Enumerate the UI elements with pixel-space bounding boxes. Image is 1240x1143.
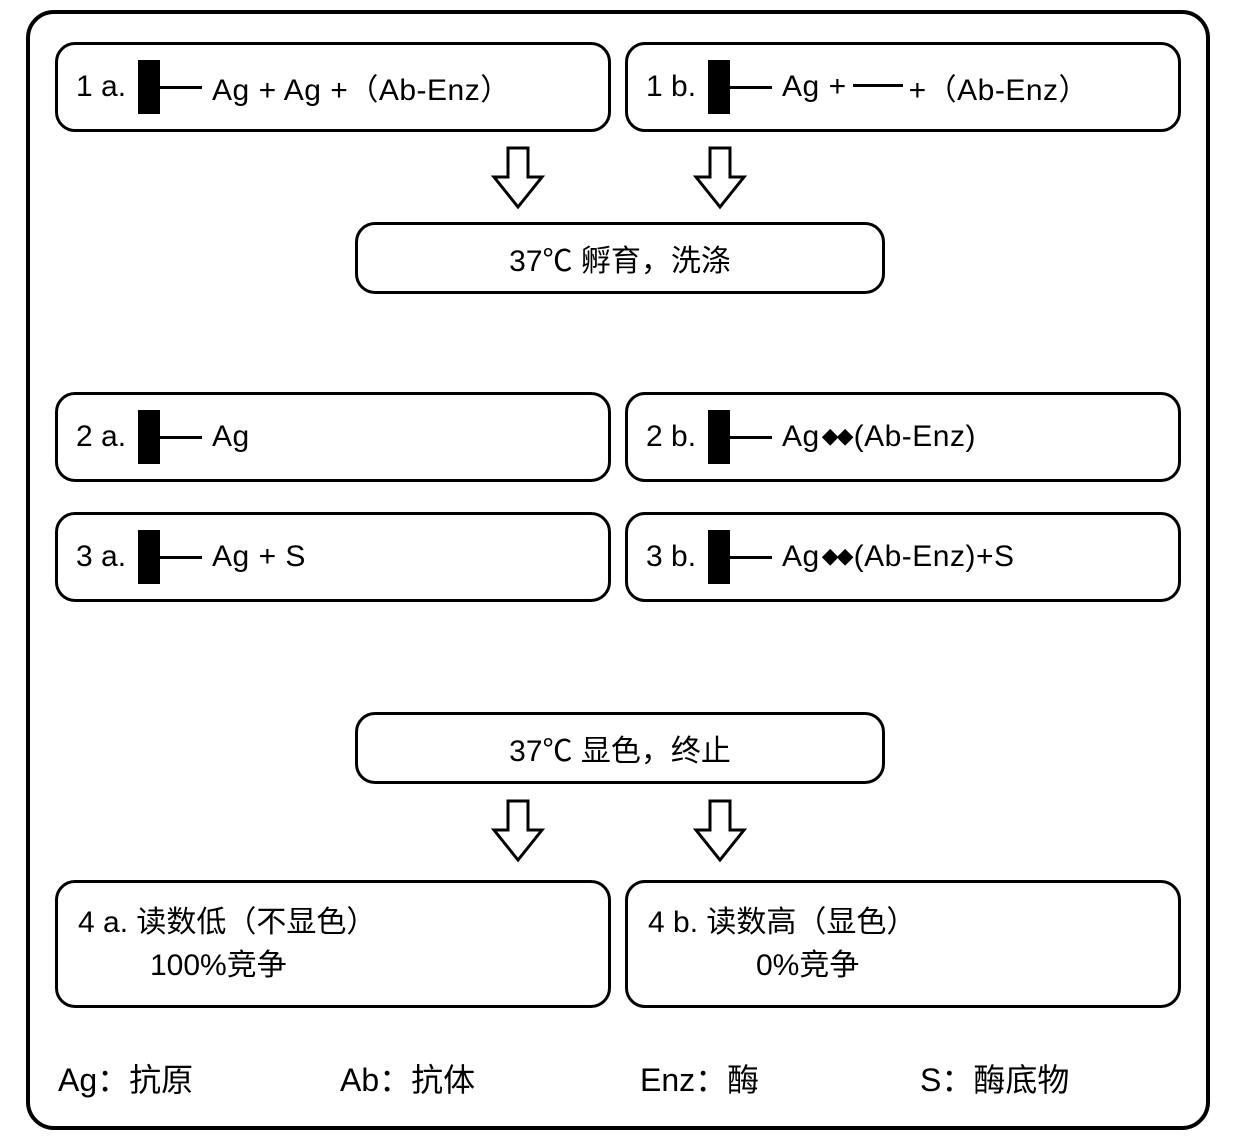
formula-3b-post: (Ab-Enz)+S [854,540,1015,574]
formula-1b-suf: +（Ab-Enz） [909,65,1089,109]
result-4a-line1: 4 a. 读数低（不显色） [78,901,376,945]
legend-ab: Ab：抗体 [340,1055,475,1101]
legend-ag: Ag：抗原 [58,1055,193,1101]
arrow-down-icon [692,798,748,864]
box-proc2: 37℃ 显色，终止 [355,712,885,784]
label-1b: 1 b. [646,70,696,104]
arrow-down-icon [490,798,546,864]
label-2a: 2 a. [76,420,126,454]
box-4b: 4 b. 读数高（显色） 0%竞争 [625,880,1181,1008]
proc1-text: 37℃ 孵育，洗涤 [509,236,731,280]
arrow-down-icon [490,145,546,211]
dash-icon [160,86,202,89]
box-2a: 2 a. Ag [55,392,611,482]
diagram-canvas: 1 a. Ag + Ag +（Ab-Enz） 1 b. Ag + +（Ab-En… [0,0,1240,1143]
label-2b: 2 b. [646,420,696,454]
dash-icon [160,436,202,439]
box-4a: 4 a. 读数低（不显色） 100%竞争 [55,880,611,1008]
diamond-icon: ◆◆ [822,423,852,449]
formula-2a: Ag [212,420,250,454]
chip-icon [708,410,730,464]
box-3a: 3 a. Ag + S [55,512,611,602]
chip-icon [138,530,160,584]
chip-icon [138,410,160,464]
chip-icon [138,60,160,114]
box-2b: 2 b. Ag ◆◆ (Ab-Enz) [625,392,1181,482]
dash-icon [730,556,772,559]
dash-icon [730,86,772,89]
formula-1b: Ag + +（Ab-Enz） [782,65,1089,109]
legend-enz: Enz：酶 [640,1055,759,1101]
formula-3b: Ag ◆◆ (Ab-Enz)+S [782,540,1014,574]
label-3b: 3 b. [646,540,696,574]
box-3b: 3 b. Ag ◆◆ (Ab-Enz)+S [625,512,1181,602]
box-1b: 1 b. Ag + +（Ab-Enz） [625,42,1181,132]
formula-3a: Ag + S [212,540,306,574]
diamond-icon: ◆◆ [822,543,852,569]
box-1a: 1 a. Ag + Ag +（Ab-Enz） [55,42,611,132]
result-4b-line1: 4 b. 读数高（显色） [648,901,916,945]
formula-2b-post: (Ab-Enz) [854,420,976,454]
box-proc1: 37℃ 孵育，洗涤 [355,222,885,294]
result-4b-line2: 0%竞争 [648,944,859,988]
chip-icon [708,530,730,584]
formula-1a: Ag + Ag +（Ab-Enz） [212,65,511,109]
formula-3b-pre: Ag [782,540,820,574]
label-1a: 1 a. [76,70,126,104]
label-3a: 3 a. [76,540,126,574]
formula-2b: Ag ◆◆ (Ab-Enz) [782,420,976,454]
blank-slot-icon [853,84,903,87]
formula-2b-pre: Ag [782,420,820,454]
chip-icon [708,60,730,114]
dash-icon [730,436,772,439]
arrow-down-icon [692,145,748,211]
result-4a-line2: 100%竞争 [78,944,287,988]
legend-s: S：酶底物 [920,1055,1069,1101]
formula-1b-pre: Ag + [782,70,847,104]
proc2-text: 37℃ 显色，终止 [509,726,731,770]
dash-icon [160,556,202,559]
